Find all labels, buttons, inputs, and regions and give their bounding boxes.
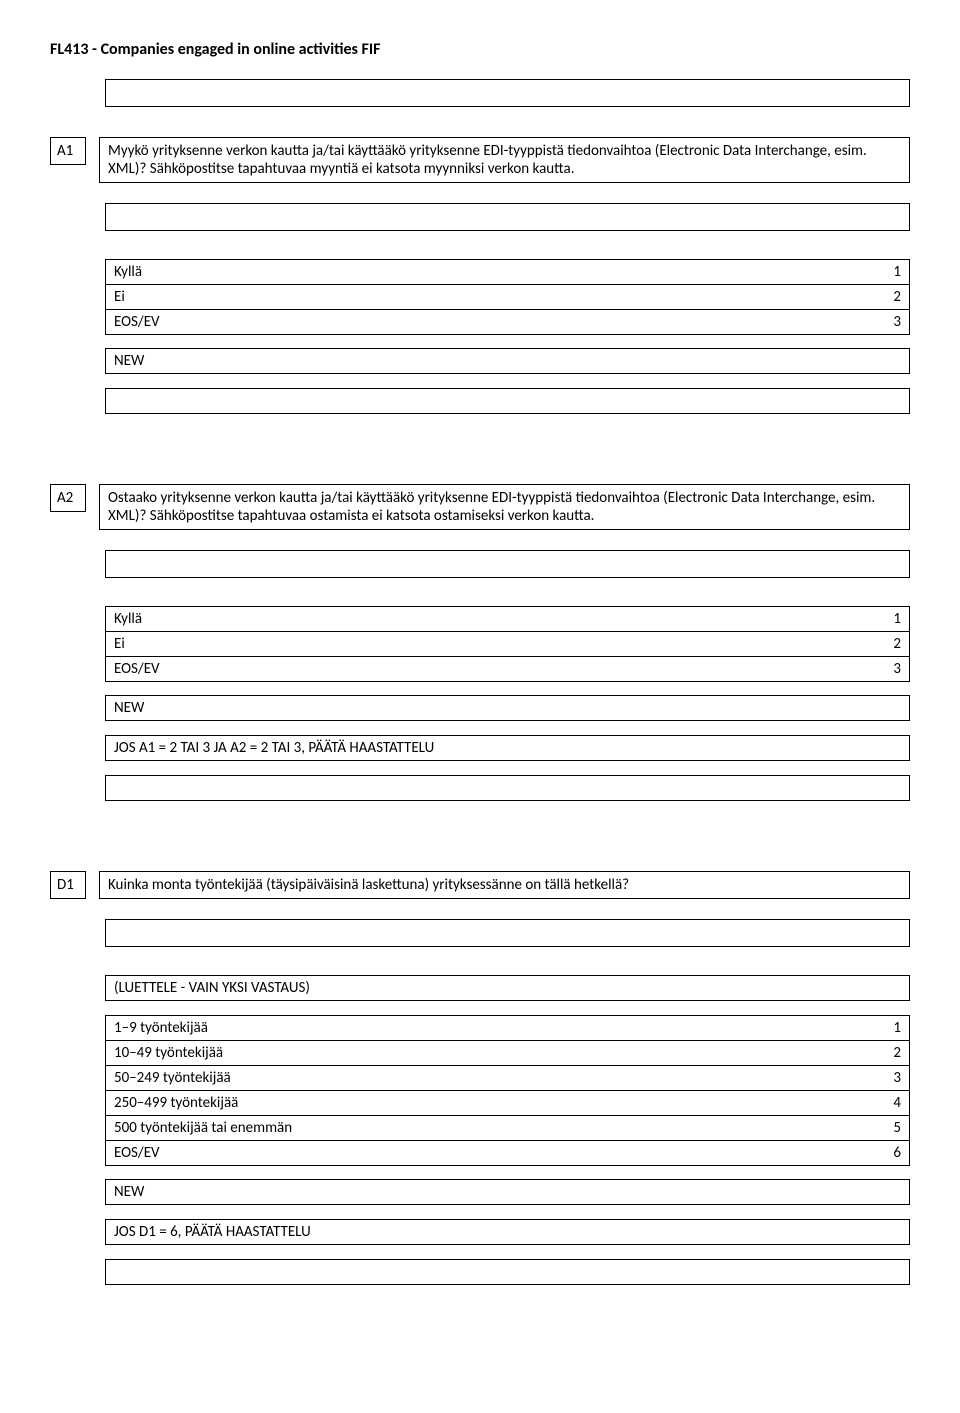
option-label: EOS/EV	[106, 657, 673, 681]
question-id-a2: A2	[50, 484, 86, 512]
option-label: 10–49 työntekijää	[106, 1041, 673, 1065]
option-value: 3	[673, 310, 909, 334]
question-a1: A1 Myykö yrityksenne verkon kautta ja/ta…	[50, 137, 910, 183]
option-row: 50–249 työntekijää 3	[105, 1065, 910, 1091]
option-value: 3	[673, 657, 909, 681]
option-value: 1	[673, 607, 909, 631]
blank-box	[105, 775, 910, 801]
option-value: 1	[673, 1016, 909, 1040]
question-id-a1: A1	[50, 137, 86, 165]
option-row: Kyllä 1	[105, 259, 910, 285]
option-value: 3	[673, 1066, 909, 1090]
blank-box	[105, 550, 910, 578]
option-label: Ei	[106, 632, 673, 656]
option-value: 4	[673, 1091, 909, 1115]
option-label: EOS/EV	[106, 310, 673, 334]
option-row: 500 työntekijää tai enemmän 5	[105, 1115, 910, 1141]
instruction-d1: (LUETTELE - VAIN YKSI VASTAUS)	[105, 975, 910, 1001]
option-row: EOS/EV 3	[105, 656, 910, 682]
question-text-a2: Ostaako yrityksenne verkon kautta ja/tai…	[99, 484, 910, 530]
option-row: 250–499 työntekijää 4	[105, 1090, 910, 1116]
blank-box	[105, 203, 910, 231]
question-id-d1: D1	[50, 871, 86, 899]
option-row: 1–9 työntekijää 1	[105, 1015, 910, 1041]
question-d1: D1 Kuinka monta työntekijää (täysipäiväi…	[50, 871, 910, 899]
routing-d1: JOS D1 = 6, PÄÄTÄ HAASTATTELU	[105, 1219, 910, 1245]
option-label: 500 työntekijää tai enemmän	[106, 1116, 673, 1140]
blank-box	[105, 1259, 910, 1285]
option-row: Ei 2	[105, 631, 910, 657]
option-label: Ei	[106, 285, 673, 309]
option-value: 5	[673, 1116, 909, 1140]
options-a2: Kyllä 1 Ei 2 EOS/EV 3	[105, 606, 910, 682]
blank-box	[105, 919, 910, 947]
blank-box	[105, 79, 910, 107]
question-text-d1: Kuinka monta työntekijää (täysipäiväisin…	[99, 871, 910, 899]
options-a1: Kyllä 1 Ei 2 EOS/EV 3	[105, 259, 910, 335]
page-title: FL413 - Companies engaged in online acti…	[50, 40, 910, 59]
option-row: EOS/EV 3	[105, 309, 910, 335]
tag-new: NEW	[105, 695, 910, 721]
tag-new: NEW	[105, 1179, 910, 1205]
blank-box	[105, 388, 910, 414]
options-d1: 1–9 työntekijää 1 10–49 työntekijää 2 50…	[105, 1015, 910, 1166]
option-row: Ei 2	[105, 284, 910, 310]
option-value: 2	[673, 285, 909, 309]
question-text-a1: Myykö yrityksenne verkon kautta ja/tai k…	[99, 137, 910, 183]
option-value: 1	[673, 260, 909, 284]
option-row: EOS/EV 6	[105, 1140, 910, 1166]
option-label: Kyllä	[106, 260, 673, 284]
option-row: Kyllä 1	[105, 606, 910, 632]
option-value: 2	[673, 1041, 909, 1065]
option-label: 250–499 työntekijää	[106, 1091, 673, 1115]
option-label: Kyllä	[106, 607, 673, 631]
option-row: 10–49 työntekijää 2	[105, 1040, 910, 1066]
option-label: 50–249 työntekijää	[106, 1066, 673, 1090]
routing-a2: JOS A1 = 2 TAI 3 JA A2 = 2 TAI 3, PÄÄTÄ …	[105, 735, 910, 761]
option-value: 6	[673, 1141, 909, 1165]
question-a2: A2 Ostaako yrityksenne verkon kautta ja/…	[50, 484, 910, 530]
option-value: 2	[673, 632, 909, 656]
option-label: 1–9 työntekijää	[106, 1016, 673, 1040]
tag-new: NEW	[105, 348, 910, 374]
option-label: EOS/EV	[106, 1141, 673, 1165]
